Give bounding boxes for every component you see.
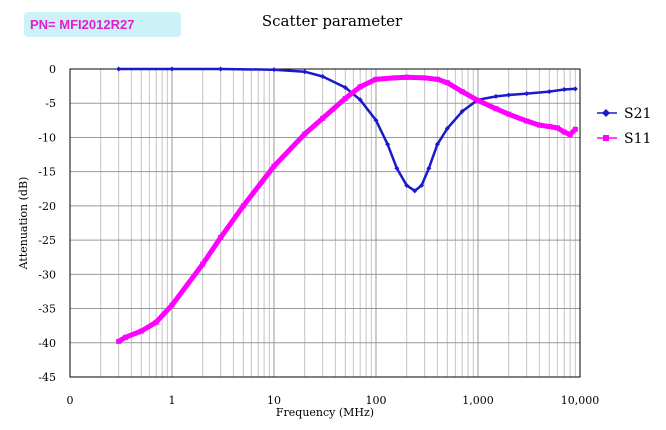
series-s21-point bbox=[524, 91, 530, 97]
x-tick-label: 10,000 bbox=[561, 394, 600, 407]
series-s21-point bbox=[459, 108, 465, 114]
series-s11-point bbox=[302, 131, 308, 137]
series-s21-point bbox=[169, 66, 175, 72]
x-tick-labels: 0 1 10 100 1,000 10,000 bbox=[67, 394, 600, 407]
series-s21-point bbox=[271, 67, 277, 73]
series-s11-point bbox=[169, 302, 175, 308]
legend-label-s11: S11 bbox=[624, 131, 651, 147]
series-s11-point bbox=[342, 95, 348, 101]
series-s21-point bbox=[426, 165, 432, 171]
series-s11-point bbox=[459, 89, 465, 95]
y-tick-label: -20 bbox=[38, 200, 56, 213]
series-s11-point bbox=[404, 74, 410, 80]
series-s21-point bbox=[373, 117, 379, 123]
series-s11-point bbox=[357, 84, 363, 90]
series-s11-point bbox=[546, 123, 552, 129]
series-s11-point bbox=[422, 75, 428, 81]
legend-marker-s11 bbox=[603, 135, 609, 141]
series-s21-point bbox=[357, 97, 363, 103]
series-s11-point bbox=[153, 319, 159, 325]
series-s11-point bbox=[493, 106, 499, 112]
series-s11-line bbox=[117, 74, 578, 344]
series-s11-point bbox=[567, 132, 573, 138]
series-s21-point bbox=[572, 86, 578, 92]
series-s11-point bbox=[373, 76, 379, 82]
series-s11-point bbox=[524, 118, 530, 124]
series-s11-point bbox=[320, 115, 326, 121]
series-s11-point bbox=[218, 234, 224, 240]
y-tick-label: -35 bbox=[38, 303, 56, 316]
y-tick-label: -5 bbox=[45, 97, 56, 110]
series-s21-point bbox=[412, 188, 418, 194]
series-s11-point bbox=[554, 125, 560, 131]
chart-title: Scatter parameter bbox=[261, 12, 403, 30]
x-tick-label: 1,000 bbox=[462, 394, 494, 407]
y-tick-label: -30 bbox=[38, 268, 56, 281]
series-s21-point bbox=[506, 92, 512, 98]
series-s11-point bbox=[444, 80, 450, 86]
series-s21-point bbox=[394, 165, 400, 171]
series-s21-point bbox=[116, 66, 122, 72]
series-s21-point bbox=[218, 66, 224, 72]
series-s21-point bbox=[342, 84, 348, 90]
series-s11-point bbox=[572, 126, 578, 132]
series-s21-point bbox=[404, 182, 410, 188]
legend-label-s21: S21 bbox=[624, 106, 651, 122]
y-tick-label: -40 bbox=[38, 337, 56, 350]
series-s11-point bbox=[116, 338, 122, 344]
series-s21-point bbox=[561, 87, 567, 93]
series-s21-point bbox=[302, 69, 308, 75]
y-tick-label: 0 bbox=[49, 63, 56, 76]
legend-marker-s21 bbox=[602, 109, 610, 117]
series-s21-point bbox=[493, 93, 499, 99]
grid-lines bbox=[69, 68, 580, 378]
series-s21-point bbox=[320, 74, 326, 80]
series-s11-point bbox=[138, 328, 144, 334]
x-tick-label: 10 bbox=[267, 394, 281, 407]
plot-frame bbox=[69, 68, 581, 378]
series-s21-point bbox=[546, 89, 552, 95]
y-tick-label: -25 bbox=[38, 234, 56, 247]
series-s21-point bbox=[444, 126, 450, 132]
series-s11-point bbox=[434, 76, 440, 82]
series-s11-point bbox=[122, 334, 128, 340]
series-s21-point bbox=[434, 141, 440, 147]
series-s21-point bbox=[419, 182, 425, 188]
series-s11-point bbox=[271, 163, 277, 169]
series-s11-point bbox=[240, 203, 246, 209]
y-tick-labels: 0 -5 -10 -15 -20 -25 -30 -35 -40 -45 bbox=[38, 63, 56, 384]
y-axis-title: Attenuation (dB) bbox=[17, 177, 30, 271]
series-s11-point bbox=[536, 122, 542, 128]
legend: S21 S11 bbox=[597, 106, 651, 147]
series-s21-point bbox=[385, 141, 391, 147]
x-tick-label: 1 bbox=[169, 394, 176, 407]
series-s11-point bbox=[200, 261, 206, 267]
series-lines bbox=[116, 66, 578, 344]
series-s11-point bbox=[506, 111, 512, 117]
y-tick-label: -15 bbox=[38, 166, 56, 179]
x-axis-title: Frequency (MHz) bbox=[276, 406, 374, 419]
x-tick-label: 0 bbox=[67, 394, 74, 407]
part-number-label: PN= MFI2012R27 bbox=[24, 12, 181, 37]
x-tick-label: 100 bbox=[366, 394, 387, 407]
series-s11-point bbox=[391, 75, 397, 81]
y-tick-label: -45 bbox=[38, 371, 56, 384]
series-s11-point bbox=[561, 129, 567, 135]
series-s11-point bbox=[475, 97, 481, 103]
y-tick-label: -10 bbox=[38, 131, 56, 144]
